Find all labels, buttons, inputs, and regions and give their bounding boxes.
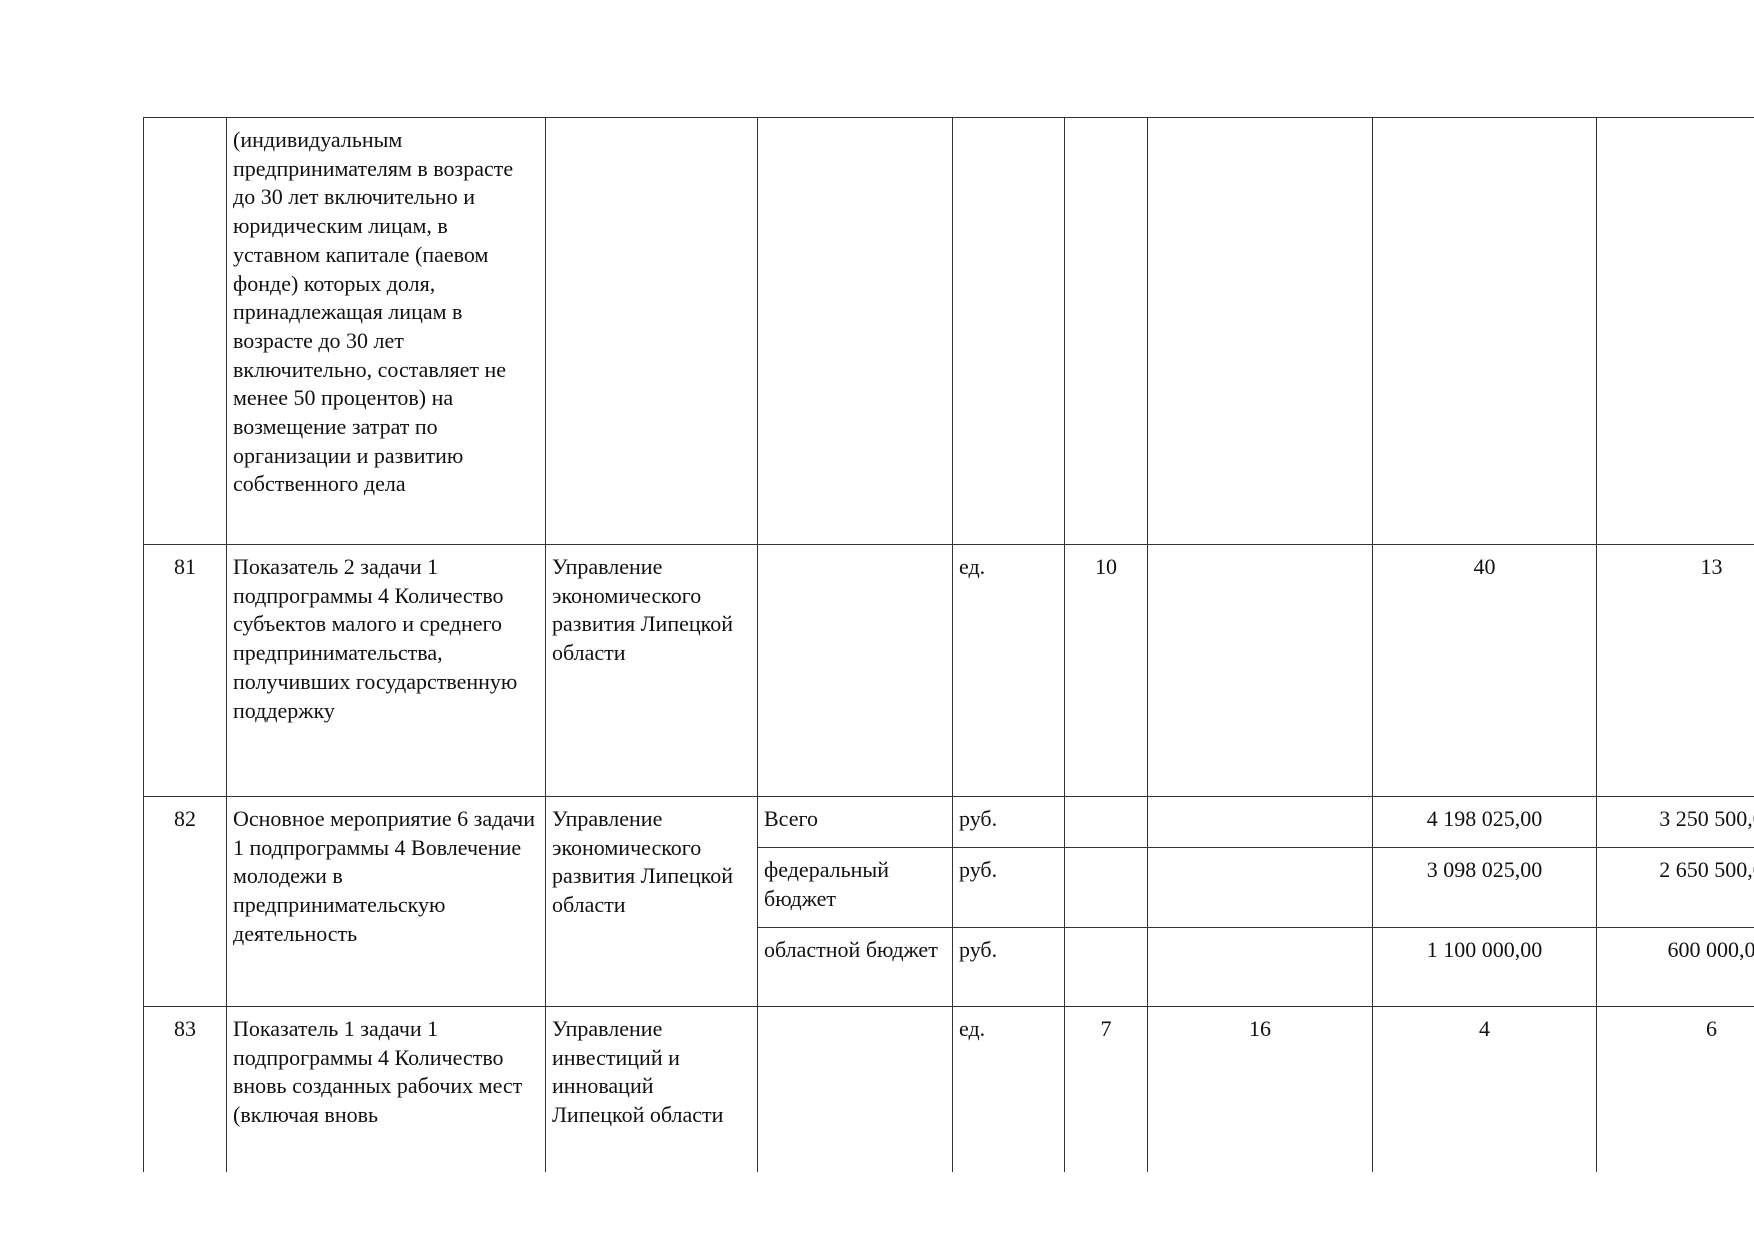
unit: ед.	[952, 1006, 1065, 1172]
value: 1 100 000,00	[1372, 927, 1597, 1007]
number: 81	[143, 544, 227, 797]
value: 13	[1596, 544, 1754, 797]
value: 600 000,0	[1596, 927, 1754, 1007]
value: 3 098 025,00	[1372, 847, 1597, 928]
unit: руб.	[952, 927, 1065, 1007]
description: Показатель 1 задачи 1 подпрограммы 4 Кол…	[226, 1006, 546, 1172]
row: 83 Показатель 1 задачи 1 подпрограммы 4 …	[143, 1006, 1754, 1172]
value: 4	[1372, 1006, 1597, 1172]
value: 3 250 500,0	[1596, 796, 1754, 848]
executor: Управление экономического развития Липец…	[545, 544, 758, 797]
description: Основное мероприятие 6 задачи 1 подпрогр…	[226, 796, 546, 1007]
table-clip: (индивидуальным предпринимателям в возра…	[143, 117, 1754, 1172]
value: 6	[1596, 1006, 1754, 1172]
number: 82	[143, 796, 227, 1007]
value: 40	[1372, 544, 1597, 797]
number: 83	[143, 1006, 227, 1172]
source: федеральный бюджет	[757, 847, 953, 928]
unit: руб.	[952, 796, 1065, 848]
value: 10	[1064, 544, 1148, 797]
executor: Управление инвестиций и инноваций Липецк…	[545, 1006, 758, 1172]
value: 4 198 025,00	[1372, 796, 1597, 848]
row: областной бюджет руб. 1 100 000,00 600 0…	[144, 927, 1754, 1007]
row: 81 Показатель 2 задачи 1 подпрограммы 4 …	[143, 544, 1754, 797]
row: (индивидуальным предпринимателям в возра…	[143, 117, 1754, 545]
description: (индивидуальным предпринимателям в возра…	[226, 117, 546, 545]
unit: ед.	[952, 544, 1065, 797]
row: 82 Основное мероприятие 6 задачи 1 подпр…	[143, 796, 1754, 1007]
unit: руб.	[952, 847, 1065, 928]
source: областной бюджет	[757, 927, 953, 1007]
value: 16	[1147, 1006, 1373, 1172]
source: Всего	[757, 796, 953, 848]
executor: Управление экономического развития Липец…	[545, 796, 758, 1007]
table: (индивидуальным предпринимателям в возра…	[143, 117, 1754, 1172]
value: 2 650 500,0	[1596, 847, 1754, 928]
value: 7	[1064, 1006, 1148, 1172]
description: Показатель 2 задачи 1 подпрограммы 4 Кол…	[226, 544, 546, 797]
